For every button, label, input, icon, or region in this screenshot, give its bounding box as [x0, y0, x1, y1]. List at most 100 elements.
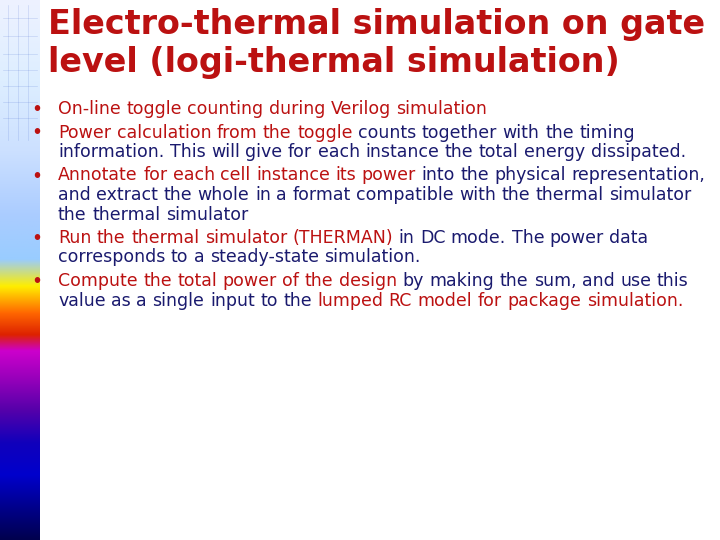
Text: mode.: mode.: [451, 229, 506, 247]
Text: toggle: toggle: [126, 100, 181, 118]
Text: making: making: [429, 272, 494, 290]
Text: the: the: [500, 272, 528, 290]
Text: each: each: [318, 143, 360, 161]
Text: timing: timing: [579, 124, 635, 141]
Text: simulator: simulator: [166, 206, 248, 224]
Text: during: during: [269, 100, 325, 118]
Text: (THERMAN): (THERMAN): [292, 229, 393, 247]
Text: simulation: simulation: [397, 100, 487, 118]
Text: DC: DC: [420, 229, 446, 247]
Text: compatible: compatible: [356, 186, 454, 204]
Text: The: The: [512, 229, 544, 247]
Text: •: •: [31, 229, 42, 248]
Text: the: the: [283, 292, 312, 309]
Text: simulation.: simulation.: [587, 292, 683, 309]
Text: value: value: [58, 292, 106, 309]
Text: the: the: [163, 186, 192, 204]
Text: thermal: thermal: [536, 186, 604, 204]
Text: Verilog: Verilog: [330, 100, 391, 118]
Text: counts: counts: [358, 124, 416, 141]
Text: toggle: toggle: [297, 124, 353, 141]
Text: into: into: [421, 166, 455, 185]
Text: simulator: simulator: [610, 186, 692, 204]
Text: together: together: [422, 124, 497, 141]
Text: with: with: [459, 186, 496, 204]
Text: extract: extract: [96, 186, 158, 204]
Text: the: the: [143, 272, 172, 290]
Text: corresponds: corresponds: [58, 248, 166, 267]
Text: simulator: simulator: [204, 229, 287, 247]
Text: power: power: [361, 166, 416, 185]
Text: sum,: sum,: [534, 272, 576, 290]
Text: thermal: thermal: [92, 206, 161, 224]
Text: to: to: [260, 292, 278, 309]
Text: instance: instance: [365, 143, 439, 161]
Text: Run: Run: [58, 229, 91, 247]
Text: cell: cell: [220, 166, 251, 185]
Text: for: for: [478, 292, 502, 309]
Text: package: package: [508, 292, 581, 309]
Text: level (logi-thermal simulation): level (logi-thermal simulation): [48, 46, 620, 79]
Text: RC: RC: [389, 292, 412, 309]
Text: •: •: [31, 124, 42, 143]
Text: On-line: On-line: [58, 100, 121, 118]
Text: format: format: [292, 186, 351, 204]
Text: •: •: [31, 272, 42, 291]
Text: instance: instance: [256, 166, 330, 185]
Text: and: and: [58, 186, 91, 204]
Text: Annotate: Annotate: [58, 166, 138, 185]
Text: energy: energy: [524, 143, 585, 161]
Text: Compute: Compute: [58, 272, 138, 290]
Text: use: use: [620, 272, 651, 290]
Text: total: total: [479, 143, 518, 161]
Text: simulation.: simulation.: [325, 248, 421, 267]
Text: •: •: [31, 166, 42, 186]
Text: dissipated.: dissipated.: [590, 143, 685, 161]
Text: power: power: [222, 272, 276, 290]
Text: of: of: [282, 272, 299, 290]
Text: total: total: [177, 272, 217, 290]
Text: model: model: [418, 292, 472, 309]
Text: information.: information.: [58, 143, 164, 161]
Text: its: its: [336, 166, 356, 185]
Text: single: single: [153, 292, 204, 309]
Text: •: •: [31, 100, 42, 119]
Text: with: with: [503, 124, 539, 141]
Text: and: and: [582, 272, 614, 290]
Text: each: each: [173, 166, 215, 185]
Text: the: the: [305, 272, 333, 290]
Text: in: in: [255, 186, 271, 204]
Text: the: the: [445, 143, 473, 161]
Text: data: data: [610, 229, 649, 247]
Text: as: as: [111, 292, 131, 309]
Text: a: a: [194, 248, 204, 267]
Text: for: for: [288, 143, 312, 161]
Text: input: input: [210, 292, 255, 309]
Text: Electro-thermal simulation on gate: Electro-thermal simulation on gate: [48, 8, 705, 41]
Text: give: give: [246, 143, 282, 161]
Text: a: a: [136, 292, 147, 309]
Text: the: the: [58, 206, 86, 224]
Text: the: the: [97, 229, 125, 247]
Text: a: a: [276, 186, 287, 204]
Text: lumped: lumped: [318, 292, 383, 309]
Text: physical: physical: [495, 166, 566, 185]
Text: by: by: [402, 272, 424, 290]
Text: the: the: [263, 124, 292, 141]
Text: calculation: calculation: [117, 124, 211, 141]
Text: steady-state: steady-state: [210, 248, 319, 267]
Text: representation,: representation,: [572, 166, 706, 185]
Text: thermal: thermal: [131, 229, 199, 247]
Text: the: the: [502, 186, 531, 204]
Text: whole: whole: [198, 186, 250, 204]
Text: This: This: [170, 143, 205, 161]
Text: power: power: [550, 229, 604, 247]
Text: in: in: [398, 229, 415, 247]
Text: to: to: [171, 248, 189, 267]
Text: Power: Power: [58, 124, 111, 141]
Text: the: the: [460, 166, 489, 185]
Text: for: for: [143, 166, 167, 185]
Text: counting: counting: [187, 100, 264, 118]
Text: the: the: [545, 124, 574, 141]
Text: design: design: [338, 272, 397, 290]
